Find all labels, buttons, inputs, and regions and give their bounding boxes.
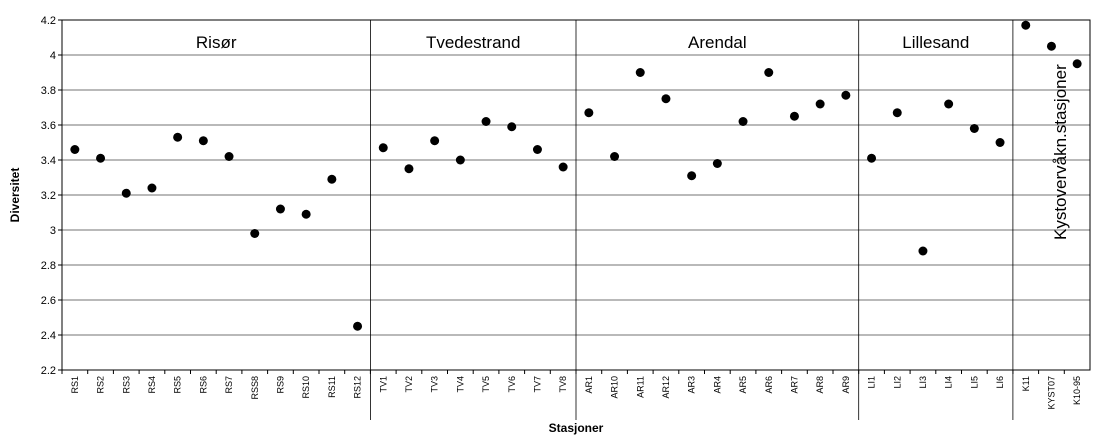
point <box>481 117 491 126</box>
y-tick-label: 2.4 <box>41 330 56 342</box>
y-tick-label: 3.4 <box>41 155 56 167</box>
point <box>455 155 465 165</box>
point <box>1046 41 1056 51</box>
point <box>532 145 542 154</box>
x-tick-label: TV8 <box>558 376 568 393</box>
point <box>558 162 568 172</box>
point <box>301 209 311 219</box>
point <box>610 152 620 161</box>
x-tick-label: LI3 <box>918 376 928 389</box>
point <box>661 94 671 104</box>
x-tick-label: RS12 <box>353 376 363 399</box>
x-tick-label: RS1 <box>70 376 80 394</box>
y-tick-label: 3.2 <box>41 190 56 202</box>
x-tick-label: AR3 <box>687 376 697 394</box>
point <box>789 111 799 121</box>
y-tick-label: 3.6 <box>41 120 56 132</box>
group-label: Arendal <box>688 33 747 52</box>
point <box>121 188 131 198</box>
y-tick-label: 2.6 <box>41 295 56 307</box>
point <box>1072 59 1082 69</box>
x-tick-label: AR8 <box>815 376 825 394</box>
x-axis-title: Stasjoner <box>549 421 604 435</box>
y-tick-label: 2.8 <box>41 260 56 272</box>
point <box>198 136 208 146</box>
x-tick-label: LI5 <box>969 376 979 389</box>
point <box>815 99 825 109</box>
point <box>944 99 954 109</box>
x-tick-label: TV5 <box>481 376 491 393</box>
x-tick-label: RS9 <box>275 376 285 394</box>
point <box>712 159 722 168</box>
x-tick-label: AR5 <box>738 376 748 394</box>
point <box>70 145 80 154</box>
x-tick-label: RS3 <box>121 376 131 394</box>
x-tick-label: AR9 <box>841 376 851 394</box>
x-tick-label: TV1 <box>378 376 388 393</box>
x-tick-label: RS11 <box>327 376 337 398</box>
x-tick-label: AR7 <box>789 376 799 394</box>
x-tick-label: RS6 <box>198 376 208 394</box>
point <box>738 117 748 126</box>
x-tick-label: AR10 <box>610 376 620 399</box>
x-tick-label: LI6 <box>995 376 1005 389</box>
x-tick-label: TV4 <box>455 376 465 393</box>
point <box>584 108 594 118</box>
group-label: Tvedestrand <box>426 33 521 52</box>
x-tick-label: TV7 <box>532 376 542 393</box>
point <box>224 152 234 161</box>
point <box>1021 20 1031 30</box>
point <box>892 108 902 118</box>
x-tick-label: RS5 <box>173 376 183 394</box>
y-tick-label: 3 <box>50 225 56 237</box>
point <box>147 183 157 193</box>
point <box>173 132 183 142</box>
point <box>969 124 979 133</box>
x-tick-label: TV3 <box>430 376 440 393</box>
x-tick-label: RS2 <box>96 376 106 394</box>
x-tick-label: RS4 <box>147 376 157 394</box>
point <box>841 90 851 100</box>
x-tick-label: RS10 <box>301 376 311 399</box>
x-tick-label: RSS8 <box>250 376 260 400</box>
x-tick-label: AR6 <box>764 376 774 394</box>
point <box>507 122 517 132</box>
y-axis-title: Diversitet <box>8 168 22 223</box>
point <box>687 171 697 181</box>
x-tick-label: TV2 <box>404 376 414 393</box>
x-tick-label: LI4 <box>944 376 954 389</box>
point <box>635 68 645 77</box>
x-tick-label: KYST07 <box>1046 376 1056 410</box>
x-tick-label: LI1 <box>867 376 877 389</box>
point <box>995 138 1005 147</box>
x-tick-label: LI2 <box>892 376 902 389</box>
group-label: Risør <box>196 33 237 52</box>
y-tick-label: 4 <box>50 50 56 62</box>
x-tick-label: AR11 <box>635 376 645 398</box>
point <box>378 143 388 153</box>
x-tick-label: AR4 <box>712 376 722 394</box>
x-tick-label: AR1 <box>584 376 594 394</box>
x-tick-label: TV6 <box>507 376 517 393</box>
x-tick-label: K11 <box>1021 376 1031 391</box>
point <box>275 204 285 214</box>
y-tick-label: 3.8 <box>41 85 56 97</box>
point <box>353 321 363 331</box>
x-tick-label: AR12 <box>661 376 671 399</box>
point <box>327 174 337 184</box>
y-tick-label: 2.2 <box>41 365 56 377</box>
x-tick-label: RS7 <box>224 376 234 394</box>
x-tick-label: K10-95 <box>1072 376 1082 405</box>
group-label: Kystovervåkn.stasjoner <box>1051 64 1070 240</box>
group-label: Lillesand <box>902 33 969 52</box>
point <box>764 68 774 77</box>
point <box>250 229 260 238</box>
point <box>404 164 414 174</box>
point <box>867 153 877 163</box>
point <box>96 153 106 163</box>
point <box>918 246 928 256</box>
y-tick-label: 4.2 <box>41 15 56 27</box>
point <box>430 136 440 146</box>
